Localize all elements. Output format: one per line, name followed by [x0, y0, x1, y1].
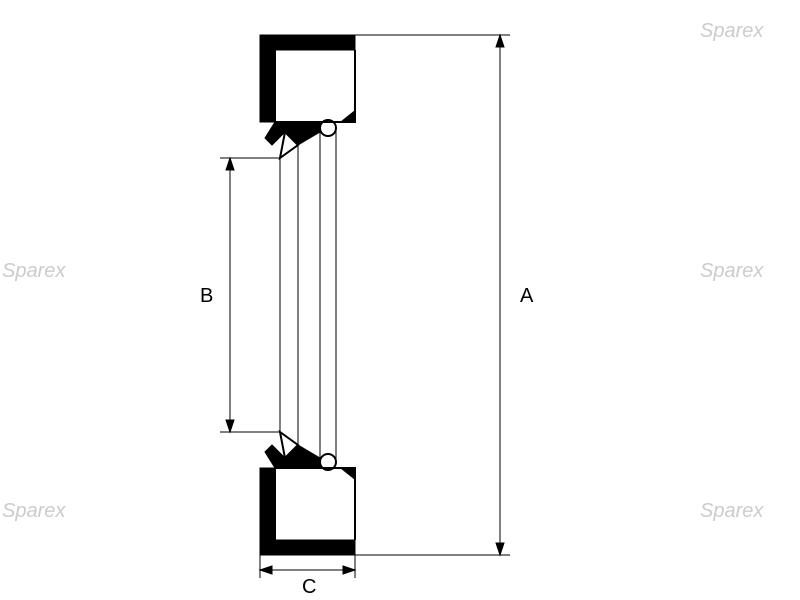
construction-lines [280, 128, 336, 462]
top-profile [260, 35, 355, 158]
watermark: Sparex [2, 500, 65, 523]
label-B: B [200, 285, 213, 308]
bottom-profile [260, 432, 355, 555]
dimension-B [220, 158, 280, 432]
dimension-C [260, 555, 355, 578]
label-A: A [520, 285, 533, 308]
label-C: C [302, 576, 316, 599]
watermark: Sparex [700, 20, 763, 43]
watermark: Sparex [2, 260, 65, 283]
dimension-A [355, 35, 510, 555]
watermark: Sparex [700, 260, 763, 283]
watermark: Sparex [700, 500, 763, 523]
